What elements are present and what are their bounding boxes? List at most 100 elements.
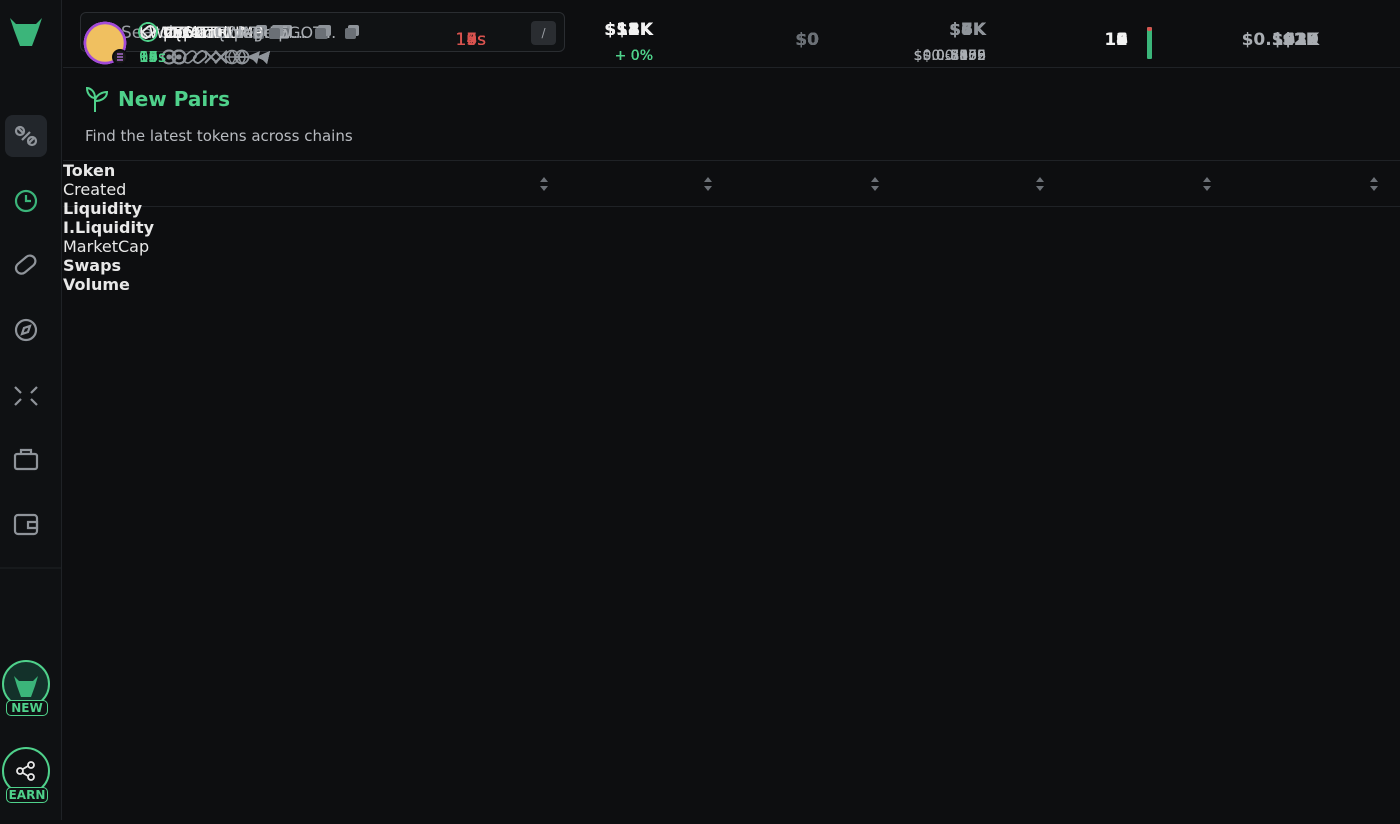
copy-icon xyxy=(314,25,329,39)
social-icon[interactable] xyxy=(192,49,208,65)
token-symbol: KWOG xyxy=(139,23,190,42)
token-name: Karmit ... xyxy=(195,23,269,42)
social-icon[interactable] xyxy=(245,49,261,65)
column-header[interactable]: Liquidity xyxy=(63,199,143,218)
market-cap: $4K xyxy=(949,20,986,40)
liquidity-change: + 0% xyxy=(614,48,653,64)
volume: $2K xyxy=(1282,30,1319,50)
token-name: Ɐʅʎɐ xyxy=(206,23,244,42)
token-name: CWAT xyxy=(214,23,261,42)
token-age: 17s xyxy=(139,48,166,66)
token-symbol: pepland xyxy=(163,23,228,42)
price: $0.0₅8359 xyxy=(913,48,986,64)
token-symbol: LEGOTRUMP xyxy=(163,23,264,42)
social-icon[interactable] xyxy=(171,49,187,65)
buy-sell-bar xyxy=(1147,27,1152,59)
swaps: 8 xyxy=(1116,30,1128,50)
sidebar-icons xyxy=(0,18,62,795)
token-symbol: 2550c01 xyxy=(163,23,233,42)
copy-icon xyxy=(345,25,360,39)
created-age: 16s xyxy=(455,30,487,50)
token-age: 13s xyxy=(139,48,166,66)
token-symbol: CWAT xyxy=(163,23,209,42)
liquidity-change: + 0% xyxy=(614,48,653,64)
swaps: 8 xyxy=(1116,30,1128,50)
price: $0.0₅576 xyxy=(922,48,986,64)
price: $0.0₅7935 xyxy=(913,48,986,64)
token-symbol: CWAT xyxy=(163,23,209,42)
market-cap: $6K xyxy=(949,20,986,40)
created-age: 17s xyxy=(455,30,487,50)
copy-icon xyxy=(252,25,267,39)
sort-icon xyxy=(1203,177,1211,191)
initial-liquidity: $0 xyxy=(795,30,819,50)
section-title: New Pairs xyxy=(118,87,230,111)
volume: $419 xyxy=(1271,30,1319,50)
liquidity: $8K xyxy=(616,20,653,40)
created-age: 9s xyxy=(466,30,486,50)
section-header: New Pairs Find the latest tokens across … xyxy=(63,68,1400,161)
liquidity-change: + 0% xyxy=(614,48,653,64)
liquidity: $14K xyxy=(604,20,653,40)
token-name: CWAT xyxy=(214,23,261,42)
created-age: 13s xyxy=(455,30,487,50)
sort-icon xyxy=(704,177,712,191)
social-icon[interactable] xyxy=(234,49,250,65)
price: $0.0₅632 xyxy=(922,48,986,64)
column-header[interactable]: Volume xyxy=(63,275,130,294)
search-placeholder: Search xyxy=(121,23,180,43)
sprout-icon xyxy=(85,86,109,112)
volume: $932 xyxy=(1271,30,1319,50)
liquidity-change: + 0% xyxy=(614,48,653,64)
column-header[interactable]: I.Liquidity xyxy=(63,218,155,237)
swaps: 6 xyxy=(1116,30,1128,50)
market-cap: $6K xyxy=(949,20,986,40)
volume: $1K xyxy=(1282,30,1319,50)
token-age: 9s xyxy=(139,48,157,66)
price: $0.0₅5406 xyxy=(913,48,986,64)
liquidity: $11K xyxy=(604,20,653,40)
volume: $2K xyxy=(1282,30,1319,50)
liquidity: $13K xyxy=(604,20,653,40)
column-header: Token xyxy=(63,161,116,180)
volume: $2K xyxy=(1282,30,1319,50)
badge[interactable]: EARN xyxy=(6,787,48,803)
price: $0.0₅5873 xyxy=(913,48,986,64)
token-names: CWAT CWAT xyxy=(163,22,284,42)
token-names: KWOG Karmit ... xyxy=(139,22,293,42)
column-header[interactable]: MarketCap xyxy=(63,237,150,256)
social-icon[interactable] xyxy=(161,49,177,65)
badge[interactable]: NEW xyxy=(6,700,48,716)
market-cap: $5K xyxy=(949,20,986,40)
swaps: 4 xyxy=(1116,30,1128,50)
verified-icon xyxy=(138,22,158,42)
initial-liquidity: $0 xyxy=(795,30,819,50)
created-age: 19s xyxy=(455,30,487,50)
sort-icon xyxy=(1370,177,1378,191)
initial-liquidity: $0 xyxy=(795,30,819,50)
sort-icon xyxy=(871,177,879,191)
market-cap: $8K xyxy=(949,20,986,40)
swaps: 13 xyxy=(1104,30,1128,50)
token-meta: 19s xyxy=(139,48,271,66)
sort-icon xyxy=(1036,177,1044,191)
token-age: 19s xyxy=(139,48,166,66)
liquidity-change: + 0% xyxy=(614,48,653,64)
liquidity: $12K xyxy=(604,20,653,40)
liquidity: $12K xyxy=(604,20,653,40)
social-icon[interactable] xyxy=(213,49,229,65)
token-symbol: Ɐʅʎɐ xyxy=(163,23,201,42)
token-names: Ɐʅʎɐ Ɐʅʎɐ xyxy=(163,22,268,42)
column-header[interactable]: Swaps xyxy=(63,256,122,275)
market-cap: $7K xyxy=(949,20,986,40)
main: Search / New Pairs Find the latest token… xyxy=(63,0,1400,820)
column-header[interactable]: Created xyxy=(63,180,127,199)
volume: $0.1629 xyxy=(1241,30,1319,50)
created-age: 6s xyxy=(466,30,486,50)
shortcut-key: / xyxy=(531,21,556,45)
social-icon[interactable] xyxy=(255,49,271,65)
initial-liquidity: $0 xyxy=(795,30,819,50)
price: $0.0₅4165 xyxy=(913,48,986,64)
sort-icon xyxy=(540,177,548,191)
